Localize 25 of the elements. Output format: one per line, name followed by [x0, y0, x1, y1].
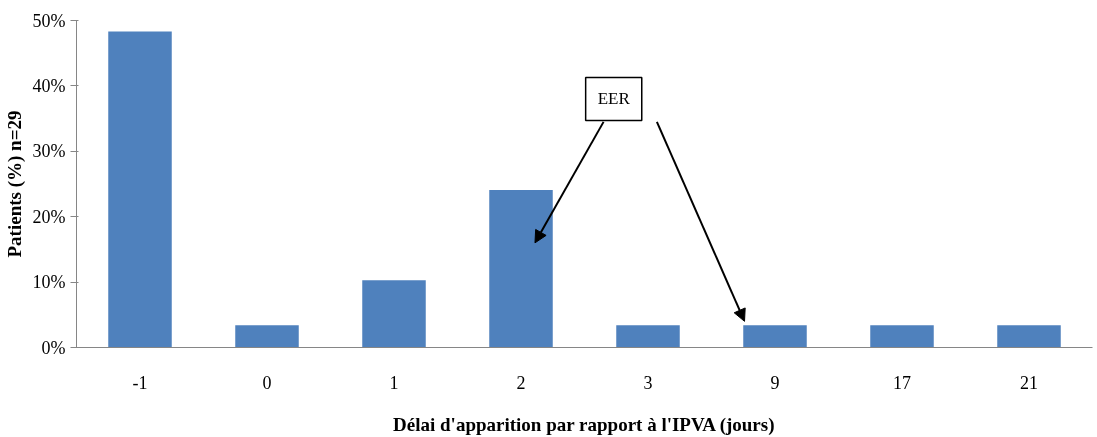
- y-axis-title: Patients (%) n=29: [3, 110, 26, 258]
- y-tick-label: 10%: [32, 272, 66, 293]
- y-tick-label: 40%: [32, 75, 66, 96]
- bar: [616, 325, 680, 348]
- x-tick-label: 17: [893, 372, 911, 393]
- bar: [108, 31, 172, 348]
- bar: [362, 280, 426, 348]
- x-tick-label: 0: [262, 372, 272, 393]
- y-tick-label: 0%: [41, 337, 66, 358]
- bar: [870, 325, 934, 348]
- x-tick-label: 3: [643, 372, 653, 393]
- annotation: EER: [597, 89, 631, 109]
- x-tick-label: -1: [132, 372, 148, 393]
- bar: [489, 189, 553, 348]
- y-tick-label: 30%: [32, 141, 66, 162]
- bar: [997, 325, 1061, 348]
- x-axis-title: Délai d'apparition par rapport à l'IPVA (jours): [393, 413, 775, 436]
- y-tick-label: 50%: [32, 10, 66, 31]
- x-tick-label: 21: [1020, 372, 1038, 393]
- y-tick-label: 20%: [32, 206, 66, 227]
- x-tick-label: 1: [389, 372, 399, 393]
- bar: [235, 325, 299, 348]
- x-tick-label: 2: [516, 372, 526, 393]
- x-tick-label: 9: [770, 372, 780, 393]
- bar: [743, 325, 807, 348]
